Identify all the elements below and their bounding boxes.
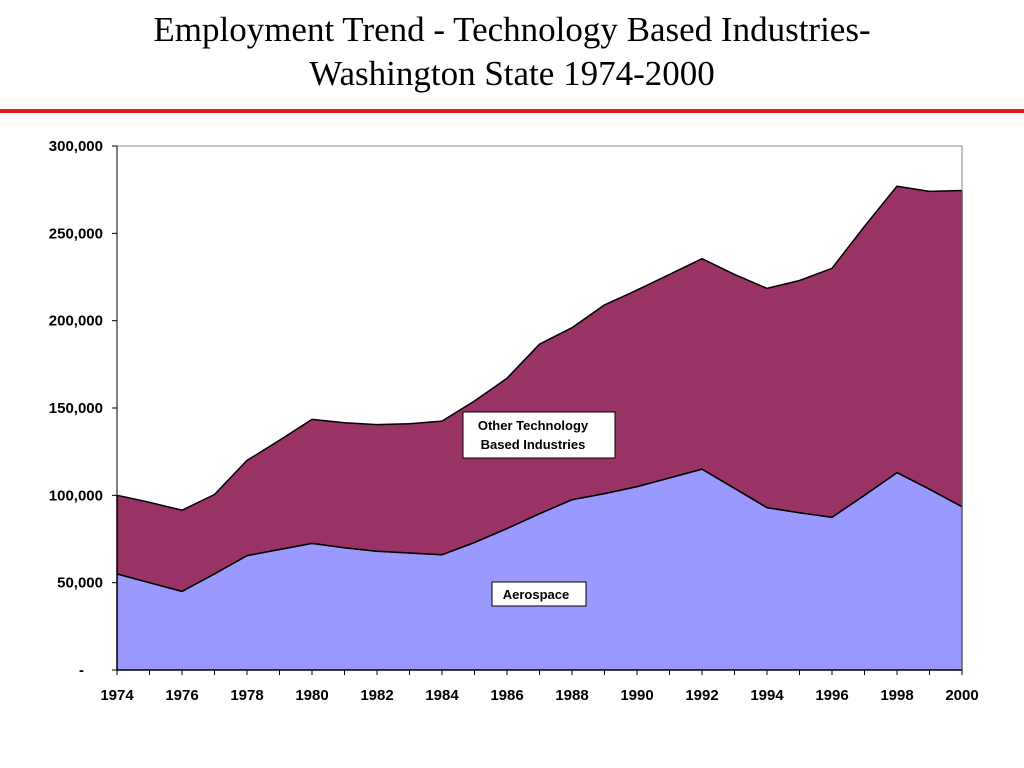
x-axis: 1974 1976 1978 1980 1982 1984 1986 1988 1990 1992… [100, 669, 979, 704]
x-tick-label: 1976 [165, 687, 198, 704]
x-tick-label: 1992 [685, 687, 718, 704]
series-label-aerospace-text: Aerospace [503, 587, 569, 602]
x-tick-label: 1988 [555, 687, 588, 704]
x-tick-label: 1980 [295, 687, 328, 704]
x-tick-label: 1978 [230, 687, 263, 704]
series-label-other-line1: Other Technology [478, 418, 589, 433]
y-axis: - 50,000 100,000 150,000 200,000 250,000 300,0… [49, 138, 118, 679]
y-tick-label: 200,000 [49, 313, 103, 330]
x-tick-label: 1996 [815, 687, 848, 704]
series-label-other: Other Technology Based Industries [462, 411, 616, 459]
series-label-aerospace-box [491, 581, 587, 607]
series-label-aerospace: Aerospace [491, 581, 587, 607]
title-divider [0, 109, 1024, 113]
title-line-1: Employment Trend - Technology Based Indu… [153, 10, 871, 49]
y-tick-label: 300,000 [49, 138, 103, 155]
y-tick-label: 100,000 [49, 487, 103, 504]
x-tick-label: 2000 [945, 687, 978, 704]
series-label-other-box [462, 411, 616, 459]
x-tick-label: 1986 [490, 687, 523, 704]
x-tick-label: 1974 [100, 687, 134, 704]
chart-title: Employment Trend - Technology Based Indu… [0, 8, 1024, 96]
x-tick-label: 1990 [620, 687, 653, 704]
series-label-other-line2: Based Industries [481, 437, 586, 452]
x-tick-label: 1984 [425, 687, 459, 704]
title-line-2: Washington State 1974-2000 [309, 54, 715, 93]
y-tick-label: - [79, 662, 84, 679]
x-tick-label: 1998 [880, 687, 913, 704]
x-tick-label: 1982 [360, 687, 393, 704]
y-tick-label: 250,000 [49, 225, 103, 242]
y-tick-label: 150,000 [49, 400, 103, 417]
x-tick-label: 1994 [750, 687, 784, 704]
y-tick-label: 50,000 [57, 575, 103, 592]
